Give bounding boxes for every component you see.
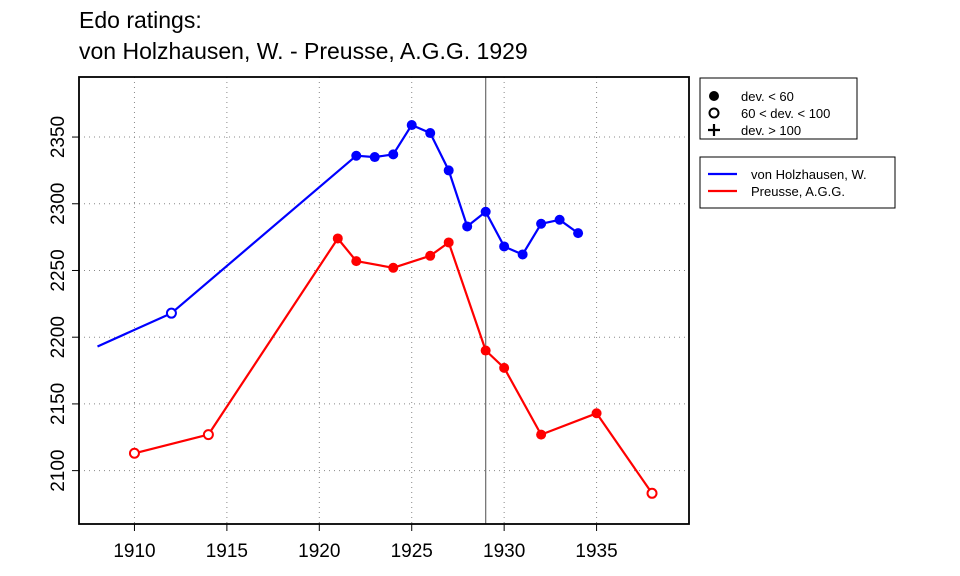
series-1-point — [128, 447, 140, 459]
series-0-point — [573, 228, 584, 239]
series-0-point — [499, 241, 510, 252]
series-1-point — [646, 487, 658, 499]
marker-legend-label: 60 < dev. < 100 — [741, 106, 830, 121]
series-1-point — [332, 233, 343, 244]
series-1-point — [202, 429, 214, 441]
series-1-point — [425, 250, 436, 261]
series-1-point — [388, 262, 399, 273]
series-1-point — [443, 237, 454, 248]
x-tick-label: 1910 — [113, 541, 155, 562]
x-tick-label: 1915 — [206, 541, 248, 562]
series-0-point — [369, 152, 380, 163]
series-1-point — [536, 429, 547, 440]
series-0-point — [351, 150, 362, 161]
plot-area: 1910 1915 1920 1925 1930 1935 2100 2150 2200 2250… — [48, 76, 690, 562]
series-0-point — [462, 221, 473, 232]
series-legend-label-1: Preusse, A.G.G. — [751, 184, 845, 199]
chart-title-line-2: von Holzhausen, W. - Preusse, A.G.G. 192… — [79, 38, 528, 64]
legend-open-circle-icon — [708, 107, 720, 119]
series-0-point — [388, 149, 399, 160]
series-1-point — [591, 408, 602, 419]
x-tick-label: 1930 — [483, 541, 525, 562]
x-tick-label: 1925 — [391, 541, 433, 562]
marker-legend-label: dev. > 100 — [741, 123, 801, 138]
series-0-point — [406, 120, 417, 131]
plot-frame — [78, 76, 690, 525]
y-tick-label: 2350 — [48, 116, 69, 158]
y-tick-label: 2150 — [48, 383, 69, 425]
series-0-point — [480, 206, 491, 217]
y-tick-label: 2250 — [48, 249, 69, 291]
y-tick-label: 2200 — [48, 316, 69, 358]
series-line-1 — [134, 237, 653, 494]
series-0-point — [554, 214, 565, 225]
series-0-point — [443, 165, 454, 176]
legends: dev. < 60 60 < dev. < 100 dev. > 100 von Ho… — [699, 77, 896, 209]
legend-plus-icon — [708, 124, 720, 136]
series-0-point — [517, 249, 528, 260]
x-tick-label: 1920 — [298, 541, 340, 562]
marker-legend-label: dev. < 60 — [741, 89, 794, 104]
x-tick-label: 1935 — [575, 541, 617, 562]
series-1-point — [351, 256, 362, 267]
series-0-point — [165, 307, 177, 319]
chart-title-line-1: Edo ratings: — [79, 7, 202, 33]
marker-legend-box — [699, 77, 858, 140]
series-1-point — [480, 345, 491, 356]
y-tick-label: 2100 — [48, 449, 69, 491]
series-legend-box — [699, 156, 896, 209]
series-1-point — [499, 362, 510, 373]
series-0-point — [425, 128, 436, 139]
legend-filled-circle-icon — [709, 91, 719, 101]
series-legend-label-0: von Holzhausen, W. — [751, 167, 867, 182]
series-0-point — [536, 218, 547, 229]
y-tick-label: 2300 — [48, 183, 69, 225]
